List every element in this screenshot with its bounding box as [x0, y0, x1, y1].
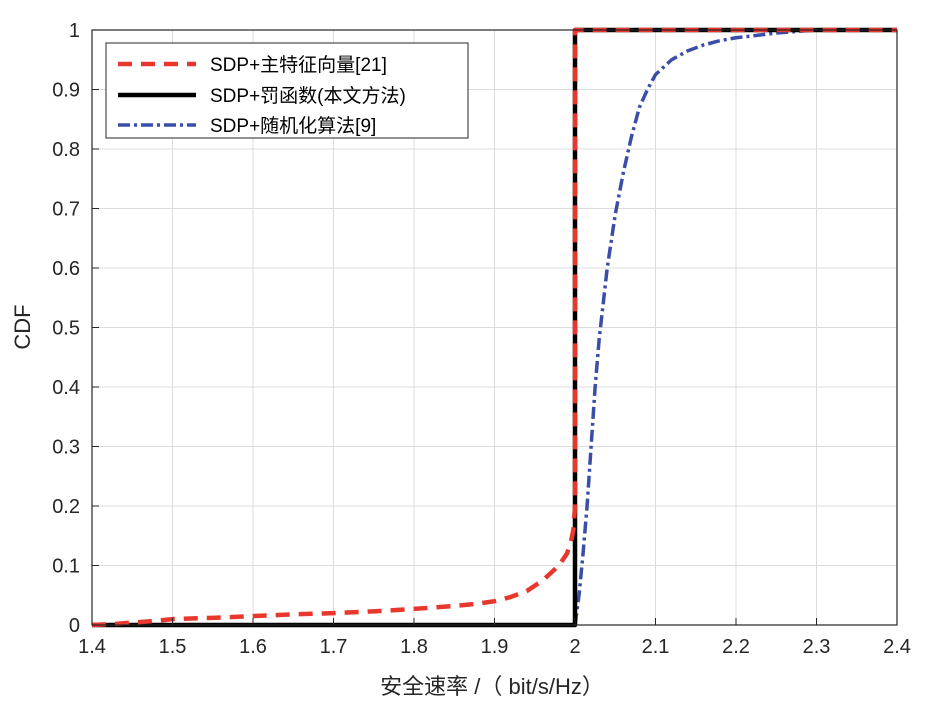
x-tick-label: 2: [569, 636, 580, 658]
x-tick-label: 2.3: [803, 636, 831, 658]
series-line-2: [573, 28, 897, 626]
y-tick-label: 0.4: [52, 377, 80, 399]
x-tick-label: 1.7: [320, 636, 348, 658]
y-tick-label: 0.9: [52, 80, 80, 102]
y-tick-label: 0: [69, 615, 80, 637]
x-tick-label: 1.8: [400, 636, 428, 658]
y-tick-label: 0.7: [52, 199, 80, 221]
y-tick-label: 0.2: [52, 496, 80, 518]
y-tick-label: 0.5: [52, 318, 80, 340]
y-tick-label: 0.1: [52, 556, 80, 578]
series-line-0: [91, 27, 897, 628]
y-tick-label: 0.6: [52, 258, 80, 280]
y-axis-label: CDF: [10, 304, 35, 349]
x-tick-label: 1.5: [159, 636, 187, 658]
legend-label-principal-eigenvector: SDP+主特征向量[21]: [210, 54, 387, 76]
x-axis-label: 安全速率 /（ bit/s/Hz）: [380, 674, 604, 699]
x-tick-label: 1.6: [239, 636, 267, 658]
legend-label-penalty-function: SDP+罚函数(本文方法): [210, 85, 406, 107]
x-tick-label: 1.4: [78, 636, 106, 658]
y-tick-label: 1: [69, 20, 80, 42]
y-tick-label: 0.8: [52, 139, 80, 161]
legend-label-randomization: SDP+随机化算法[9]: [210, 115, 376, 137]
x-tick-label: 2.2: [722, 636, 750, 658]
y-tick-label: 0.3: [52, 437, 80, 459]
x-tick-label: 2.1: [642, 636, 670, 658]
legend: SDP+主特征向量[21] SDP+罚函数(本文方法) SDP+随机化算法[9]: [105, 42, 469, 139]
x-tick-label: 2.4: [883, 636, 911, 658]
x-tick-label: 1.9: [481, 636, 509, 658]
legend-box: [105, 42, 469, 139]
tick-labels: 1.4 1.5 1.6 1.7 1.8 1.9 2 2.1 2.2 2.3 2.4 0 0.1 0.2 0.…: [52, 20, 911, 658]
